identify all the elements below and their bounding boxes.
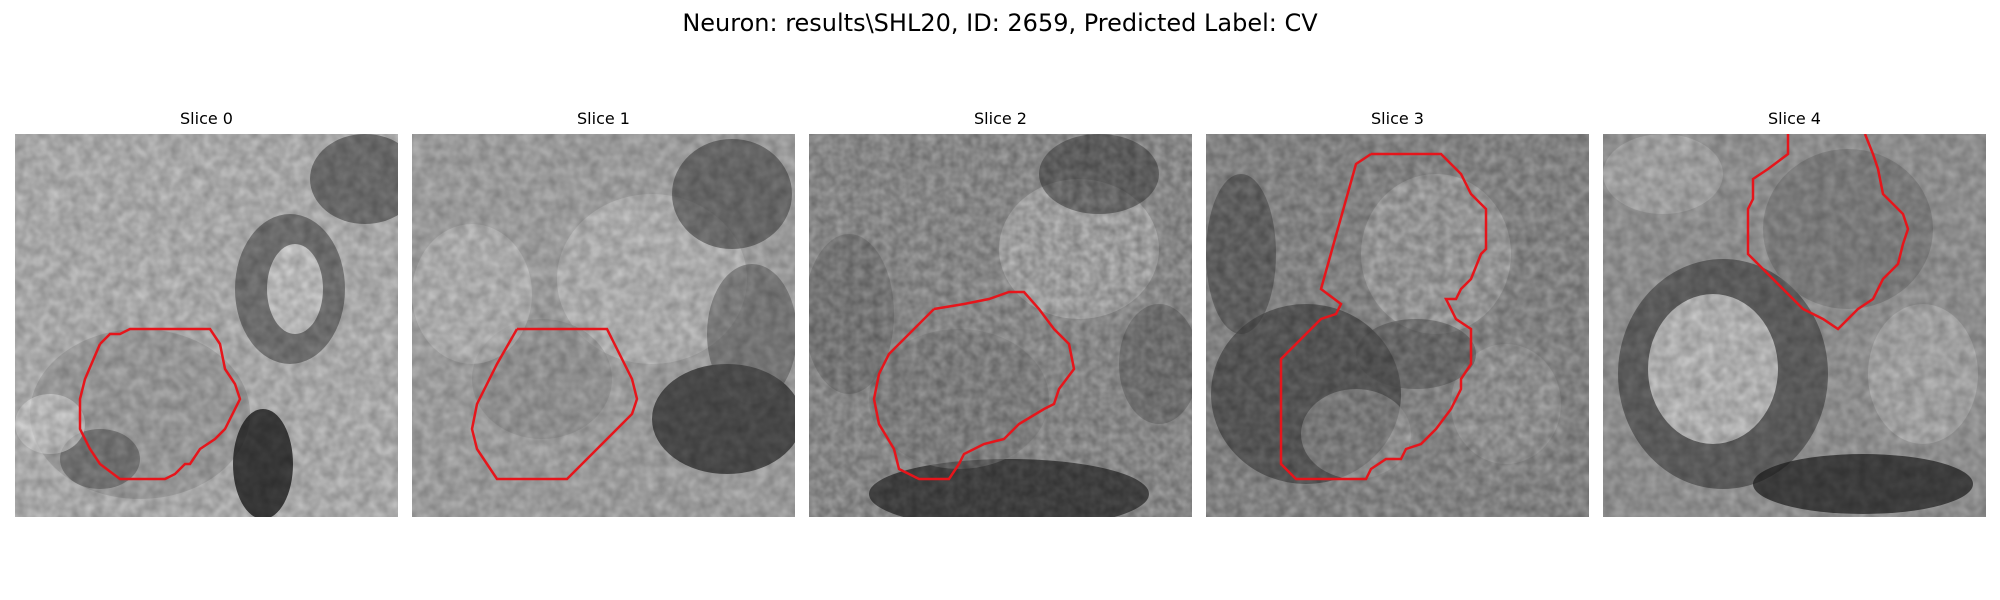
slice-panel-0: Slice 0 <box>15 108 398 520</box>
figure-title: Neuron: results\SHL20, ID: 2659, Predict… <box>682 9 1318 37</box>
slice-panel-4: Slice 4 <box>1603 108 1986 520</box>
slice-image-4 <box>1603 134 1986 517</box>
slice-title-2: Slice 2 <box>974 109 1027 128</box>
contour-outline <box>1746 134 1910 331</box>
contour-outline <box>470 327 639 481</box>
contour-outline <box>1279 152 1488 481</box>
slice-title-4: Slice 4 <box>1768 109 1821 128</box>
slice-title-1: Slice 1 <box>577 109 630 128</box>
contour-outline <box>78 327 242 481</box>
slice-image-0 <box>15 134 398 517</box>
slice-title-0: Slice 0 <box>180 109 233 128</box>
slice-title-3: Slice 3 <box>1371 109 1424 128</box>
slice-image-1 <box>412 134 795 517</box>
slice-image-3 <box>1206 134 1589 517</box>
slice-image-2 <box>809 134 1192 517</box>
slice-panel-1: Slice 1 <box>412 108 795 520</box>
contour-outline <box>872 290 1076 481</box>
slice-panel-3: Slice 3 <box>1206 108 1589 520</box>
slice-panel-2: Slice 2 <box>809 108 1192 520</box>
